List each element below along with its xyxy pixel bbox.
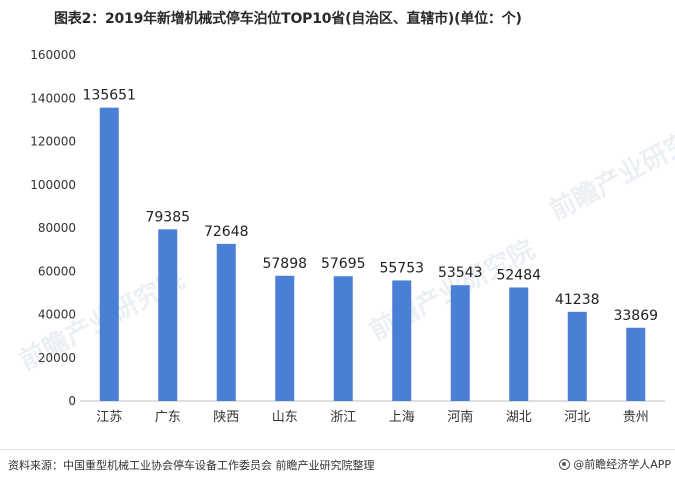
chart-title: 图表2：2019年新增机械式停车泊位TOP10省(自治区、直辖市)(单位：个)	[54, 11, 522, 27]
y-tick-label: 40000	[38, 308, 76, 322]
category-label: 广东	[155, 410, 181, 425]
brand-logo-icon	[559, 458, 571, 470]
data-label: 55753	[379, 260, 424, 276]
data-label: 57695	[321, 256, 366, 272]
data-label: 79385	[145, 209, 190, 225]
bar	[567, 311, 587, 401]
data-label: 57898	[262, 256, 307, 272]
bar	[158, 229, 178, 401]
y-tick-label: 100000	[30, 178, 76, 192]
data-label: 135651	[83, 88, 136, 104]
y-tick-label: 120000	[30, 135, 76, 149]
bar	[216, 243, 236, 401]
y-tick-label: 80000	[38, 221, 76, 235]
brand-label: @前瞻经济学人APP	[559, 456, 671, 472]
category-label: 浙江	[330, 410, 356, 425]
category-label: 上海	[389, 410, 415, 425]
y-tick-label: 60000	[38, 264, 76, 278]
bar	[333, 276, 353, 401]
y-tick-label: 0	[68, 394, 76, 408]
category-label: 陕西	[213, 410, 239, 425]
category-label: 江苏	[96, 409, 122, 425]
bar	[509, 287, 529, 401]
data-label: 72648	[204, 224, 249, 240]
category-label: 湖北	[506, 410, 532, 425]
category-label: 河南	[447, 409, 473, 425]
data-label: 52484	[496, 268, 541, 284]
data-label: 33869	[613, 308, 658, 324]
data-label: 41238	[555, 292, 600, 308]
bar	[450, 285, 470, 401]
data-label: 53543	[438, 265, 483, 281]
source-note: 资料来源：中国重型机械工业协会停车设备工作委员会 前瞻产业研究院整理	[8, 459, 375, 472]
bar	[392, 280, 412, 401]
y-tick-label: 20000	[38, 351, 76, 365]
footer-divider	[0, 449, 675, 450]
bar	[275, 275, 295, 401]
category-label: 山东	[272, 410, 298, 425]
y-tick-label: 160000	[30, 48, 76, 62]
bar-chart: 0 20000 40000 60000 80000 100000 120000 140000 1…	[30, 48, 665, 425]
y-tick-label: 140000	[30, 91, 76, 105]
brand-text: @前瞻经济学人APP	[573, 458, 671, 471]
bar	[99, 107, 119, 401]
bar	[626, 327, 646, 401]
category-label: 贵州	[623, 410, 649, 425]
category-label: 河北	[564, 410, 590, 425]
